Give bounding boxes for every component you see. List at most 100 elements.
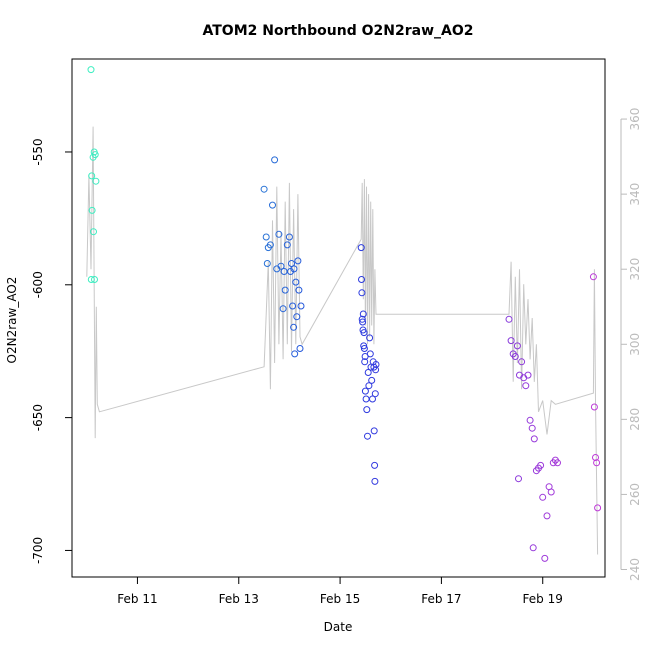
data-point bbox=[289, 302, 297, 310]
data-point bbox=[91, 151, 99, 159]
y2-tick-label: 320 bbox=[628, 258, 642, 281]
data-point bbox=[369, 395, 376, 403]
data-point bbox=[590, 403, 598, 411]
y-tick-label: -550 bbox=[31, 138, 45, 165]
data-point bbox=[359, 318, 367, 326]
secondary-line-layer bbox=[86, 126, 599, 555]
data-point bbox=[275, 230, 283, 238]
plot-frame bbox=[71, 58, 606, 578]
data-point bbox=[364, 432, 371, 440]
data-point bbox=[530, 435, 538, 443]
data-point bbox=[293, 313, 301, 321]
data-point bbox=[269, 201, 276, 209]
data-point bbox=[364, 369, 372, 376]
data-point bbox=[362, 395, 370, 403]
y2-tick-label: 360 bbox=[628, 108, 642, 131]
data-point bbox=[297, 302, 305, 310]
data-point bbox=[294, 257, 302, 265]
data-point bbox=[88, 206, 96, 214]
data-point bbox=[277, 262, 285, 270]
points-layer bbox=[87, 66, 602, 562]
x-tick-label: Feb 19 bbox=[523, 592, 563, 606]
data-point bbox=[593, 459, 601, 467]
data-point bbox=[87, 66, 95, 74]
data-point bbox=[266, 241, 274, 249]
data-point bbox=[271, 156, 279, 164]
y-axis-label: O2N2raw_AO2 bbox=[5, 277, 19, 364]
data-point bbox=[505, 315, 513, 323]
y-axis: -550 -600 -650 -700 bbox=[31, 138, 72, 564]
data-point bbox=[291, 350, 299, 358]
data-point bbox=[263, 260, 271, 267]
data-point bbox=[357, 244, 365, 252]
data-point bbox=[513, 342, 521, 350]
x-axis-label: Date bbox=[324, 620, 353, 634]
data-point bbox=[279, 305, 287, 313]
data-point bbox=[280, 268, 288, 275]
y2-tick-label: 340 bbox=[628, 183, 642, 206]
y-tick-label: -600 bbox=[31, 271, 45, 298]
data-point bbox=[370, 427, 378, 435]
data-point bbox=[359, 310, 367, 318]
x-tick-label: Feb 13 bbox=[219, 592, 259, 606]
data-point bbox=[371, 390, 379, 398]
data-point bbox=[281, 286, 289, 294]
data-point bbox=[358, 276, 365, 283]
data-point bbox=[526, 416, 534, 424]
x-tick-label: Feb 11 bbox=[117, 592, 157, 606]
data-point bbox=[537, 461, 545, 469]
data-point bbox=[90, 228, 97, 236]
data-point bbox=[372, 366, 380, 374]
chart-title: ATOM2 Northbound O2N2raw_AO2 bbox=[203, 23, 474, 39]
y-tick-label: -650 bbox=[31, 404, 45, 431]
y2-tick-label: 280 bbox=[628, 408, 642, 431]
data-point bbox=[283, 241, 291, 249]
data-point bbox=[592, 454, 599, 461]
x-axis: Feb 11 Feb 13 Feb 15 Feb 17 Feb 19 bbox=[117, 577, 563, 606]
y2-tick-label: 260 bbox=[628, 483, 642, 506]
data-point bbox=[292, 278, 300, 286]
y2-axis: 360 340 320 300 280 260 240 bbox=[620, 108, 642, 581]
data-point bbox=[518, 358, 526, 366]
data-point bbox=[360, 329, 368, 337]
data-point bbox=[554, 459, 561, 467]
data-point bbox=[547, 488, 555, 496]
y-tick-label: -700 bbox=[31, 537, 45, 564]
data-point bbox=[539, 493, 547, 501]
data-point bbox=[589, 273, 597, 281]
data-point bbox=[290, 323, 298, 331]
data-point bbox=[524, 371, 532, 379]
data-point bbox=[365, 382, 373, 390]
data-point bbox=[260, 185, 268, 193]
data-point bbox=[507, 337, 515, 345]
data-point bbox=[541, 554, 549, 562]
data-point bbox=[528, 424, 536, 432]
data-point bbox=[295, 286, 303, 294]
data-point bbox=[366, 334, 374, 342]
x-tick-label: Feb 15 bbox=[320, 592, 360, 606]
data-point bbox=[371, 477, 379, 485]
data-point bbox=[363, 406, 371, 414]
data-point bbox=[543, 512, 551, 520]
x-tick-label: Feb 17 bbox=[421, 592, 461, 606]
data-point bbox=[88, 172, 96, 180]
data-point bbox=[529, 544, 537, 552]
data-point bbox=[262, 233, 270, 241]
secondary-series-line bbox=[86, 126, 599, 555]
data-point bbox=[296, 345, 304, 352]
data-point bbox=[361, 358, 369, 366]
data-point bbox=[371, 461, 379, 469]
data-point bbox=[361, 387, 369, 395]
data-point bbox=[522, 382, 530, 390]
data-point bbox=[511, 353, 519, 360]
data-point bbox=[92, 177, 100, 185]
data-point bbox=[358, 289, 366, 297]
data-point bbox=[594, 504, 602, 512]
data-point bbox=[366, 350, 374, 358]
data-point bbox=[515, 475, 522, 483]
data-point bbox=[368, 376, 376, 384]
y2-tick-label: 240 bbox=[628, 558, 642, 581]
data-point bbox=[360, 345, 368, 352]
